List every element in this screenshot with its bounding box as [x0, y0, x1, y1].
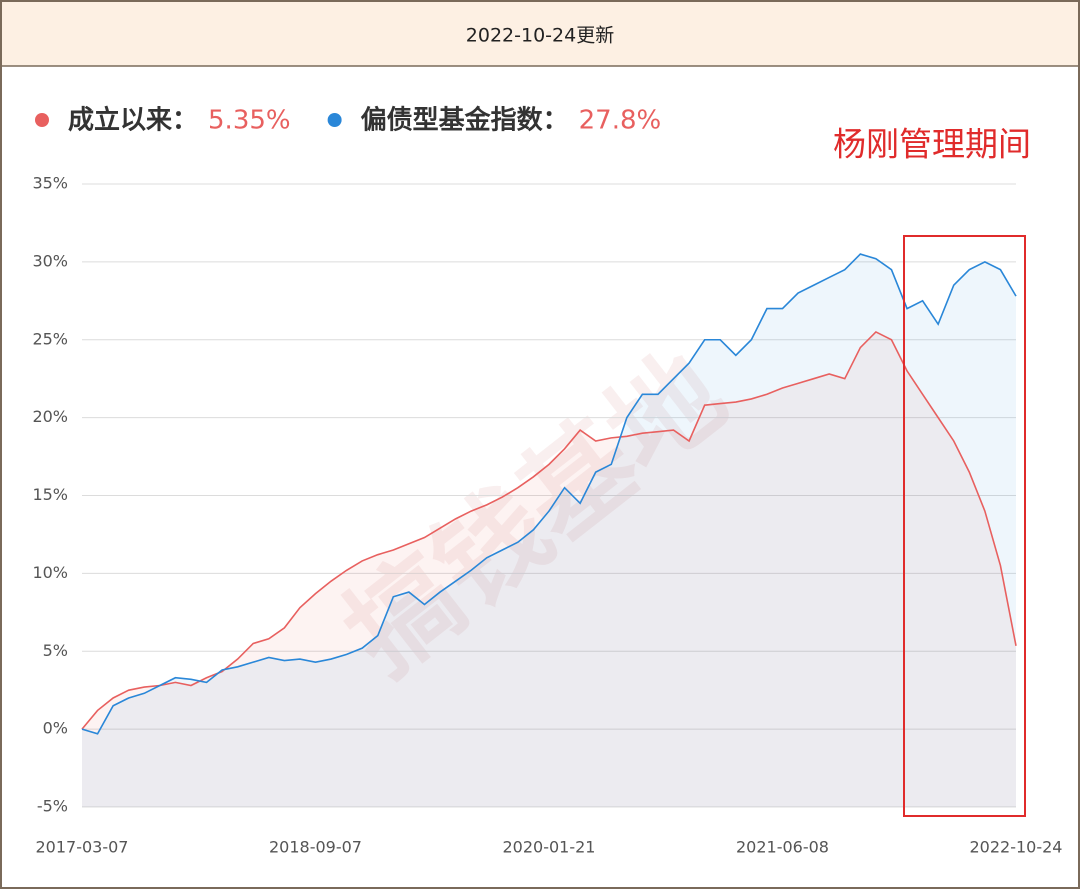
- header-title: 2022-10-24更新: [466, 25, 614, 47]
- x-tick-label: 2021-06-08: [736, 838, 829, 857]
- y-tick-label: 35%: [32, 174, 68, 193]
- y-tick-label: 0%: [43, 719, 68, 738]
- legend-label: 成立以来：: [68, 105, 198, 136]
- y-tick-label: 25%: [32, 329, 68, 348]
- legend-label: 偏债型基金指数：: [361, 105, 569, 136]
- y-tick-label: 15%: [32, 485, 68, 504]
- annotation: 杨刚管理期间: [833, 125, 1031, 164]
- y-tick-label: -5%: [37, 797, 68, 816]
- y-tick-label: 20%: [32, 407, 68, 426]
- series-area: [82, 254, 1016, 807]
- y-tick-label: 30%: [32, 251, 68, 270]
- x-tick-label: 2022-10-24: [970, 838, 1063, 857]
- y-tick-label: 10%: [32, 563, 68, 582]
- y-tick-label: 5%: [43, 641, 68, 660]
- legend-marker: [327, 113, 342, 127]
- series-line: [81, 253, 1017, 735]
- legend-value: 5.35%: [208, 106, 291, 136]
- highlight-box: [903, 235, 1026, 817]
- x-tick-label: 2020-01-21: [503, 838, 596, 857]
- series-line: [81, 330, 1017, 730]
- header-band: [2, 2, 1078, 66]
- x-tick-label: 2018-09-07: [269, 838, 362, 857]
- series-area: [82, 331, 1016, 807]
- x-tick-label: 2017-03-07: [36, 838, 129, 857]
- legend-value: 27.8%: [579, 106, 662, 136]
- legend-marker: [35, 113, 49, 127]
